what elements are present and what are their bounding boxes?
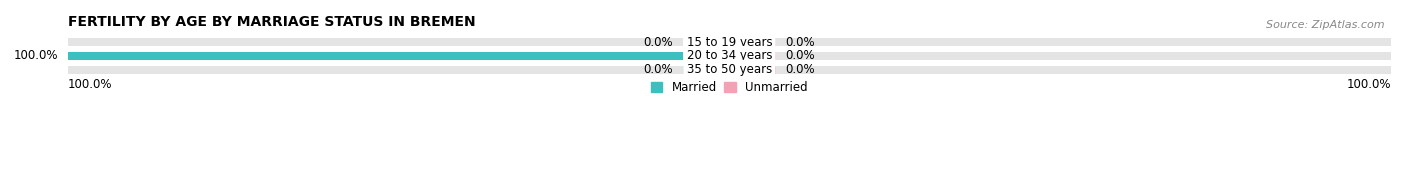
Text: 0.0%: 0.0% xyxy=(786,50,815,63)
Text: 100.0%: 100.0% xyxy=(1347,78,1391,91)
Text: 15 to 19 years: 15 to 19 years xyxy=(686,35,772,49)
Text: 0.0%: 0.0% xyxy=(644,64,673,76)
Text: 35 to 50 years: 35 to 50 years xyxy=(686,64,772,76)
Text: 0.0%: 0.0% xyxy=(644,35,673,49)
Bar xyxy=(683,66,730,74)
Bar xyxy=(730,66,776,74)
Bar xyxy=(730,52,776,60)
Bar xyxy=(730,38,1391,46)
Text: 0.0%: 0.0% xyxy=(786,35,815,49)
Text: 100.0%: 100.0% xyxy=(67,78,112,91)
Bar xyxy=(730,66,1391,74)
Text: 0.0%: 0.0% xyxy=(786,64,815,76)
Text: 100.0%: 100.0% xyxy=(13,50,58,63)
Bar xyxy=(730,52,1391,60)
Bar xyxy=(683,52,730,60)
Bar xyxy=(67,52,730,60)
Bar xyxy=(683,38,730,46)
Bar xyxy=(67,66,730,74)
Bar xyxy=(67,52,730,60)
Legend: Married, Unmarried: Married, Unmarried xyxy=(645,76,813,99)
Bar xyxy=(730,38,776,46)
Text: Source: ZipAtlas.com: Source: ZipAtlas.com xyxy=(1267,20,1385,30)
Text: FERTILITY BY AGE BY MARRIAGE STATUS IN BREMEN: FERTILITY BY AGE BY MARRIAGE STATUS IN B… xyxy=(67,15,475,29)
Bar xyxy=(67,38,730,46)
Text: 20 to 34 years: 20 to 34 years xyxy=(686,50,772,63)
